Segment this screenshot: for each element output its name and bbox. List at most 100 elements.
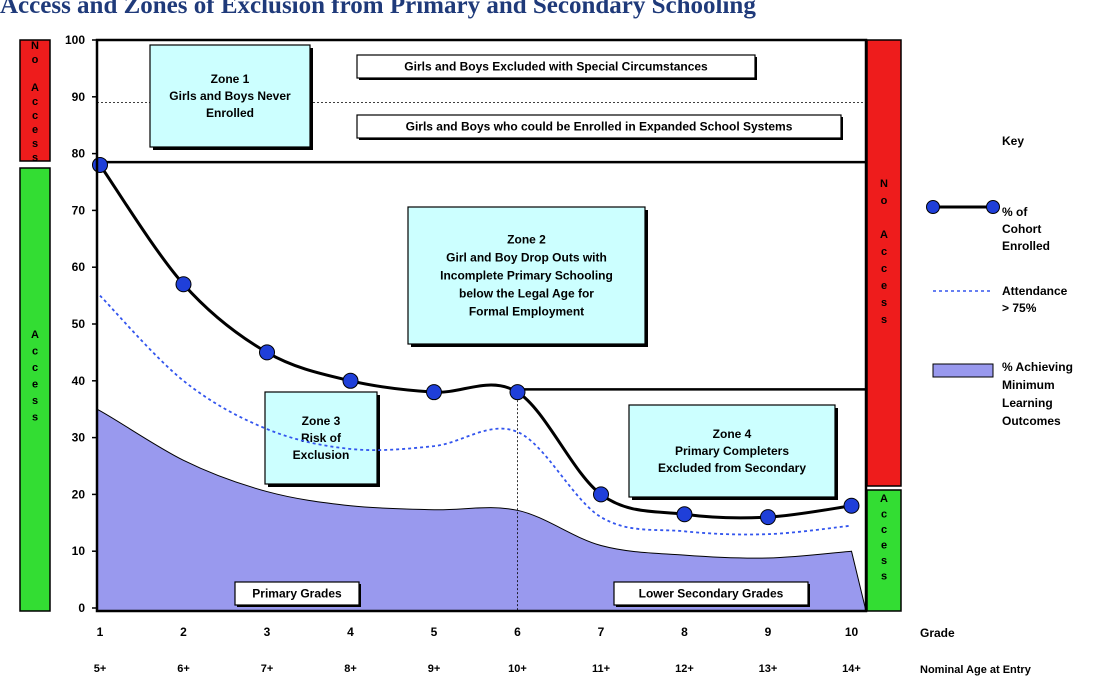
expanded-systems-box-bg: [356, 114, 842, 139]
x-tick-label-8: 8: [681, 625, 688, 639]
right-access-bar-letter: s: [881, 571, 887, 583]
age-tick-label-3: 7+: [261, 663, 274, 675]
right-access-bar-letter: s: [881, 555, 887, 567]
left-access-bar-letter: A: [31, 329, 39, 341]
age-tick-label-4: 8+: [344, 663, 357, 675]
age-tick-label-9: 13+: [759, 663, 778, 675]
y-tick-label: 20: [72, 487, 86, 501]
left-no-access-bar-letter: c: [32, 96, 38, 108]
legend-learning-label: Learning: [1002, 396, 1053, 410]
legend: Key % of Cohort Enrolled Attendance > 75% % Ac…: [926, 134, 1073, 428]
right-no-access-bar-letter: s: [881, 314, 887, 326]
left-access-bar: Access: [19, 167, 51, 612]
x-axis-label: Grade: [920, 626, 955, 640]
x-tick-label-1: 1: [97, 625, 104, 639]
zone-2-box-text: Formal Employment: [469, 305, 584, 319]
lower-secondary-grades-box-bg: [613, 581, 809, 606]
enrolled-point-grade-6: [509, 384, 526, 401]
legend-attendance-label: Attendance: [1002, 284, 1068, 298]
left-no-access-bar-letter: e: [32, 124, 38, 136]
legend-attendance-label: > 75%: [1002, 301, 1037, 315]
left-access-bar-bg: [19, 167, 51, 612]
enrolled-point-grade-8: [676, 506, 693, 523]
x-tick-label-5: 5: [431, 625, 438, 639]
lower-secondary-grades-box: Lower Secondary Grades: [613, 581, 810, 607]
zone-1-box: Zone 1 Girls and Boys Never Enrolled: [149, 44, 313, 150]
zone-2-box-text: Zone 2: [507, 233, 546, 247]
zone-4-box-text: Excluded from Secondary: [658, 461, 806, 475]
y-tick-label: 90: [72, 90, 86, 104]
right-access-bar: Access: [866, 489, 902, 612]
right-no-access-bar-letter: c: [881, 246, 887, 258]
age-tick-label-6: 10+: [508, 663, 527, 675]
x-tick-label-9: 9: [765, 625, 772, 639]
right-access-bar-bg: [866, 489, 902, 612]
age-tick-label-7: 11+: [592, 663, 610, 675]
zone-2-box-bg: [407, 206, 646, 345]
zone-3-box-text: Risk of: [301, 431, 342, 445]
enrolled-point-grade-3: [259, 344, 275, 361]
right-no-access-bar-letter: N: [880, 178, 888, 190]
legend-title: Key: [1002, 134, 1024, 148]
right-access-bar-letter: c: [881, 509, 887, 521]
enrolled-point-grade-9: [760, 509, 776, 526]
zone-1-box-text: Girls and Boys Never: [169, 89, 291, 103]
enrolled-line: [98, 164, 852, 520]
x-tick-label-6: 6: [514, 625, 521, 639]
age-tick-label-8: 12+: [675, 663, 694, 675]
x-tick-label-3: 3: [264, 625, 271, 639]
legend-learning-swatch: [932, 363, 994, 378]
legend-enrolled-marker-start: [926, 200, 940, 214]
zone-2-box-text: Girl and Boy Drop Outs with: [446, 251, 607, 265]
zone-4-box-bg: [628, 404, 836, 498]
y-tick-label: 100: [65, 33, 85, 47]
zone-2-box-text: Incomplete Primary Schooling: [440, 269, 613, 283]
zone-1-box-bg: [149, 44, 311, 148]
attendance-line: [99, 294, 852, 536]
left-no-access-bar-letter: c: [32, 110, 38, 122]
age-tick-label-2: 6+: [177, 663, 190, 675]
right-no-access-bar-letter: A: [880, 229, 888, 241]
legend-enrolled-label: % of: [1002, 205, 1028, 219]
zone-2-box-text: below the Legal Age for: [459, 287, 594, 301]
left-no-access-bar-letter: N: [31, 40, 39, 52]
primary-grades-box-bg: [234, 581, 360, 606]
right-access-bar-letter: c: [881, 524, 887, 536]
left-access-bar-letter: c: [32, 346, 38, 358]
zone-boxes: Zone 1 Girls and Boys Never Enrolled Zone 2…: [149, 44, 843, 607]
expanded-systems-box-text: Girls and Boys who could be Enrolled in …: [406, 120, 793, 134]
learning-outcomes-fill: [96, 408, 867, 612]
legend-learning-label: % Achieving: [1002, 360, 1073, 374]
page-title: Access and Zones of Exclusion from Prima…: [0, 0, 756, 19]
right-access-bar-letter: A: [880, 493, 888, 505]
x-tick-label-7: 7: [598, 625, 605, 639]
primary-grades-box-text: Primary Grades: [252, 587, 342, 601]
legend-enrolled-label: Cohort: [1002, 222, 1041, 236]
y-tick-label: 60: [72, 260, 86, 274]
zone-3-box-text: Exclusion: [293, 448, 350, 462]
series-lines: [92, 156, 860, 536]
special-circumstances-box-text: Girls and Boys Excluded with Special Cir…: [404, 60, 708, 74]
x-tick-label-10: 10: [845, 625, 859, 639]
enrolled-point-grade-2: [175, 276, 192, 293]
age-tick-label-5: 9+: [428, 663, 441, 675]
zone-3-box-text: Zone 3: [302, 414, 341, 428]
zone-1-box-text: Enrolled: [206, 106, 254, 120]
y-tick-label: 10: [72, 544, 86, 558]
zone-3-box-bg: [264, 391, 378, 485]
x-tick-label-2: 2: [180, 625, 187, 639]
enrolled-point-grade-10: [843, 497, 860, 514]
y-tick-label: 70: [72, 203, 86, 217]
enrolled-point-grade-1: [92, 156, 108, 173]
zone-2-box: Zone 2 Girl and Boy Drop Outs with Incompl…: [407, 206, 648, 347]
left-access-bar-letter: s: [32, 412, 38, 424]
special-circumstances-box: Girls and Boys Excluded with Special Cir…: [356, 54, 757, 80]
y-tick-label: 40: [72, 374, 86, 388]
primary-grades-box: Primary Grades: [234, 581, 361, 607]
y-tick-label: 30: [72, 431, 86, 445]
learning-outcomes-area: [96, 408, 867, 612]
age-tick-label-10: 14+: [842, 663, 861, 675]
left-access-bar-letter: c: [32, 362, 38, 374]
